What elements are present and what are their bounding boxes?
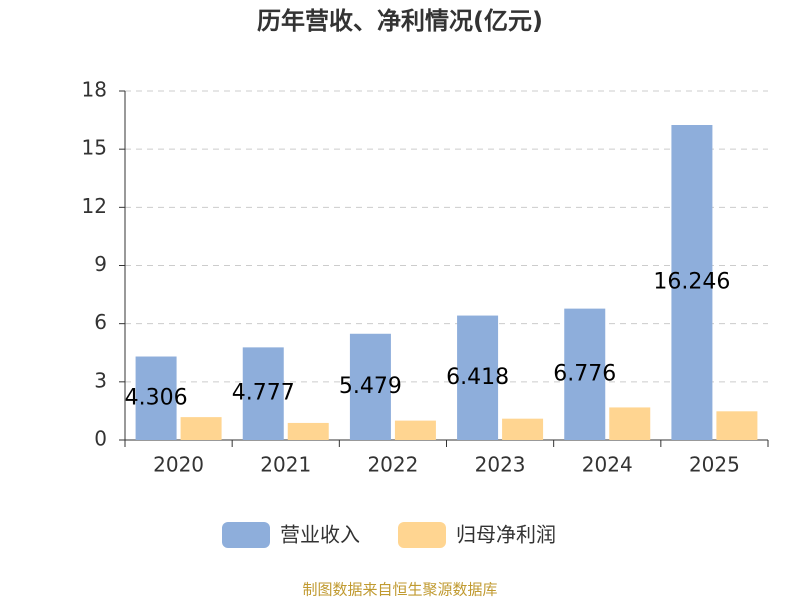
- bar: [716, 411, 758, 440]
- source-note: 制图数据来自恒生聚源数据库: [302, 581, 497, 599]
- bar: [609, 407, 651, 440]
- y-tick-label: 9: [94, 252, 107, 276]
- bar: [349, 333, 391, 440]
- legend-swatch: [222, 522, 270, 548]
- bar: [242, 347, 284, 440]
- data-label: 6.418: [446, 365, 509, 390]
- legend-label: 归母净利润: [456, 523, 556, 547]
- bar: [564, 308, 606, 440]
- x-tick-label: 2025: [689, 453, 740, 477]
- y-tick-label: 18: [82, 78, 107, 102]
- bar: [457, 315, 499, 440]
- bar: [180, 417, 222, 440]
- data-label: 6.776: [553, 361, 616, 386]
- x-tick-label: 2024: [582, 453, 633, 477]
- bar: [502, 418, 544, 440]
- x-tick-label: 2021: [260, 453, 311, 477]
- legend-swatch: [398, 522, 446, 548]
- bar: [394, 420, 436, 440]
- y-tick-label: 3: [94, 368, 107, 392]
- data-label: 4.777: [232, 381, 295, 406]
- x-tick-label: 2022: [367, 453, 418, 477]
- y-tick-label: 12: [82, 194, 107, 218]
- data-label: 16.246: [653, 270, 730, 295]
- x-tick-label: 2023: [475, 453, 526, 477]
- chart-title: 历年营收、净利情况(亿元): [257, 7, 543, 35]
- bar: [671, 125, 713, 440]
- data-label: 4.306: [125, 385, 188, 410]
- legend-label: 营业收入: [280, 523, 360, 547]
- y-tick-label: 6: [94, 310, 107, 334]
- y-tick-label: 15: [82, 136, 107, 160]
- y-tick-label: 0: [94, 427, 107, 451]
- data-label: 5.479: [339, 374, 402, 399]
- x-tick-label: 2020: [153, 453, 204, 477]
- bar: [135, 356, 177, 440]
- bar: [287, 422, 329, 440]
